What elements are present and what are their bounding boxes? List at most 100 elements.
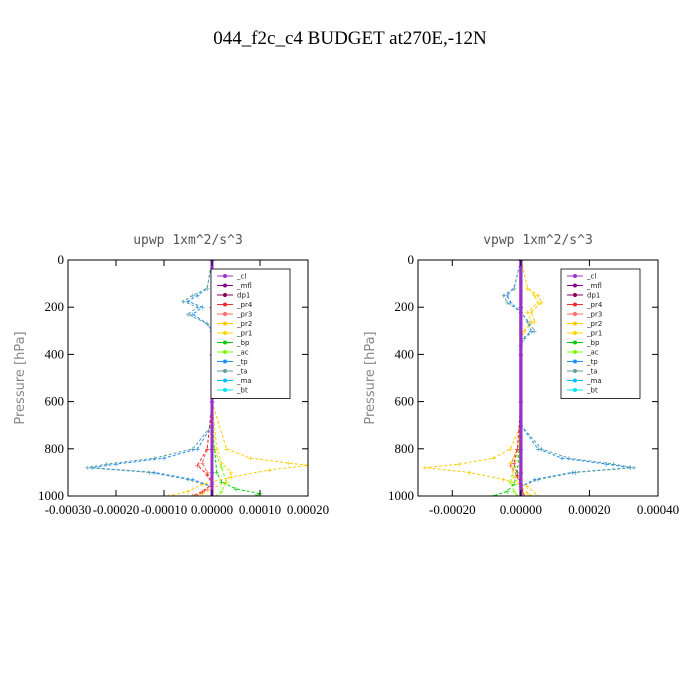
legend-marker — [223, 312, 227, 316]
y-tick-label: 800 — [395, 441, 415, 456]
data-point-ac: + — [211, 445, 217, 453]
data-point-ta: + — [511, 285, 517, 293]
legend-marker — [573, 321, 577, 326]
legend-marker — [573, 369, 577, 373]
data-point-pr4: + — [195, 462, 201, 470]
data-point-ac: + — [214, 493, 220, 501]
legend-label: _bp — [236, 339, 250, 347]
legend-marker — [573, 359, 577, 364]
data-point-ta: + — [631, 464, 637, 472]
y-axis-label: Pressure [hPa] — [363, 331, 378, 424]
data-point-pr3: + — [508, 462, 514, 470]
data-point-ta: + — [185, 311, 191, 319]
data-point-ta: + — [190, 445, 196, 453]
data-point-bp: + — [211, 445, 217, 453]
data-point-pr2: + — [521, 327, 527, 335]
data-point-ac: + — [223, 478, 229, 486]
data-point-ta: + — [566, 455, 572, 463]
data-point-pr2: + — [528, 308, 534, 316]
data-point-pr1: + — [525, 490, 531, 498]
data-point-pr2: + — [535, 493, 541, 501]
legend-label: _pr1 — [236, 330, 252, 338]
data-point-pr1: + — [228, 469, 234, 477]
x-tick-label: 0.00020 — [568, 502, 610, 517]
data-point-pr1: + — [511, 474, 517, 482]
legend-label: _pr3 — [236, 311, 252, 319]
data-point-ta: + — [204, 320, 210, 328]
data-point-ac: + — [511, 488, 517, 496]
data-point-pr1: + — [525, 308, 531, 316]
data-point-pr2: + — [199, 481, 205, 489]
data-point-pr2: + — [223, 445, 229, 453]
legend-label: _tp — [236, 358, 248, 366]
plot-frame — [417, 259, 659, 497]
data-point-pr1: + — [214, 445, 220, 453]
legend-marker — [223, 293, 227, 297]
data-point-pr3: + — [514, 445, 520, 453]
legend-marker — [223, 388, 227, 392]
data-point-pr2: + — [532, 318, 538, 326]
legend-label: _ma — [586, 377, 602, 385]
data-point-ta: + — [535, 476, 541, 484]
data-point-pr1: + — [219, 459, 225, 467]
data-point-tp: + — [559, 455, 565, 463]
data-point-pr1: + — [532, 292, 538, 300]
y-tick-label: 400 — [45, 346, 65, 361]
y-tick-label: 600 — [45, 394, 65, 409]
data-point-bp: + — [490, 493, 496, 501]
legend-label: _pr2 — [586, 320, 602, 328]
y-tick-label: 200 — [45, 299, 65, 314]
data-point-pr1: + — [514, 445, 520, 453]
data-point-bp: + — [252, 493, 258, 501]
legend-label: _ta — [236, 368, 248, 376]
data-point-pr1: + — [199, 490, 205, 498]
legend-label: _pr3 — [586, 311, 602, 319]
data-point-ta: + — [538, 445, 544, 453]
data-point-tp: + — [161, 455, 167, 463]
data-point-bp: + — [514, 469, 520, 477]
data-point-tp: + — [604, 461, 610, 469]
legend-marker — [573, 312, 577, 316]
series-line-pr2 — [168, 260, 308, 496]
legend-label: _mfl — [236, 282, 252, 290]
data-point-pr3: + — [195, 493, 201, 501]
data-point-bp: + — [214, 469, 220, 477]
data-point-tp: + — [508, 299, 514, 307]
x-tick-label: 0.00000 — [500, 502, 542, 517]
data-point-tp: + — [204, 285, 210, 293]
data-point-pr1: + — [528, 493, 534, 501]
data-point-ta: + — [532, 327, 538, 335]
legend-marker — [223, 302, 227, 307]
data-point-tp: + — [185, 298, 191, 306]
data-point-cl: + — [209, 398, 215, 406]
data-point-pr2: + — [166, 493, 172, 501]
y-tick-label: 0 — [58, 252, 65, 267]
data-point-pr2: + — [422, 464, 428, 472]
legend-label: _tp — [586, 358, 598, 366]
legend-marker — [573, 302, 577, 307]
data-point-tp: + — [190, 476, 196, 484]
data-point-tp: + — [504, 292, 510, 300]
data-point-bp: + — [516, 445, 522, 453]
data-point-tp: + — [195, 292, 201, 300]
panel-title: vpwp 1xm^2/s^3 — [483, 233, 593, 248]
data-point-tp: + — [511, 285, 517, 293]
data-point-pr1: + — [190, 493, 196, 501]
panel-title: upwp 1xm^2/s^3 — [133, 233, 243, 248]
data-point-pr2: + — [525, 483, 531, 491]
data-point-pr2: + — [228, 474, 234, 482]
data-point-pr3: + — [204, 445, 210, 453]
series-line-tp — [91, 260, 213, 496]
x-tick-label: 0.00020 — [287, 502, 329, 517]
legend-marker — [223, 321, 227, 326]
legend-label: _bt — [586, 387, 598, 395]
data-point-ta: + — [195, 304, 201, 312]
figure-title: 044_f2c_c4 BUDGET at270E,-12N — [213, 28, 487, 49]
data-point-pr4: + — [199, 488, 205, 496]
plot-area: ++++++++++++++++++++++++++++++++++++++++… — [422, 260, 637, 501]
data-point-pr4: + — [204, 445, 210, 453]
x-tick-label: -0.00010 — [141, 502, 188, 517]
data-point-tp: + — [528, 327, 534, 335]
